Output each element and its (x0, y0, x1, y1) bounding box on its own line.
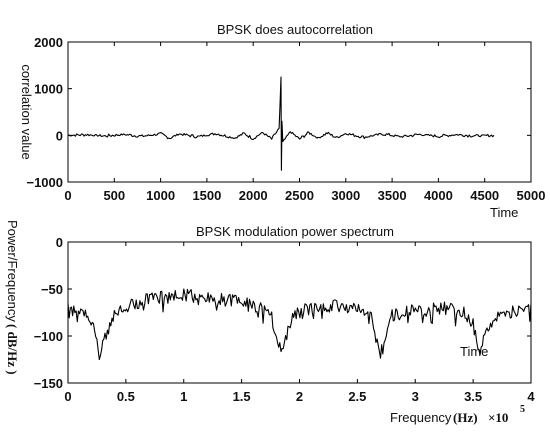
y-axis-label-text: Power/Frequency (5, 220, 20, 322)
plot-frame (67, 241, 532, 384)
x-tick-label: 1500 (192, 188, 221, 203)
y-tick-labels: 0 −50 −100 −150 (34, 235, 531, 391)
y-axis-label: correlation value (19, 64, 34, 159)
x-tick-label: 3 (412, 389, 419, 404)
x-tick-label: 2500 (285, 188, 314, 203)
x-tick-label: 1 (180, 389, 187, 404)
x-tick-label: 2.5 (348, 389, 366, 404)
y-axis-label: Power/Frequency ( dB/Hz ) (5, 220, 20, 375)
x-tick-label: 0 (64, 389, 71, 404)
x-tick-label: 4 (527, 389, 535, 404)
y-tick-labels: 2000 1000 0 −1000 (26, 35, 531, 190)
x-tick-label: 4000 (424, 188, 453, 203)
plot-frame (67, 41, 532, 183)
y-tick-label: 2000 (34, 35, 63, 50)
annotation-label: Time (460, 344, 488, 359)
x-tick-label: 1.5 (233, 389, 251, 404)
chart-title: BPSK modulation power spectrum (196, 224, 394, 239)
autocorrelation-chart: BPSK does autocorrelation 200010000−1000… (19, 22, 545, 220)
y-tick-label: 0 (56, 235, 63, 250)
y-tick-label: 1000 (34, 82, 63, 97)
x-axis-multiplier-exponent: 5 (520, 404, 525, 415)
y-tick-label: −1000 (26, 175, 63, 190)
x-axis-multiplier: ×10 (488, 410, 508, 425)
x-tick-label: 3500 (378, 188, 407, 203)
y-axis-unit: ( dB/Hz ) (5, 324, 20, 375)
y-tick-label: 0 (56, 128, 63, 143)
x-axis-label-text: Frequency (390, 410, 452, 425)
x-tick-label: 1000 (146, 188, 175, 203)
x-tick-labels: 0 0.5 1 1.5 2 2.5 3 3.5 4 (64, 242, 535, 404)
x-tick-label: 500 (103, 188, 125, 203)
y-tick-label: −100 (34, 329, 63, 344)
x-tick-label: 5000 (517, 188, 546, 203)
x-tick-label: 0.5 (117, 389, 135, 404)
x-axis-label: Time (490, 205, 518, 220)
y-tick-label: −150 (34, 376, 63, 391)
x-tick-label: 3.5 (464, 389, 482, 404)
x-tick-label: 3000 (331, 188, 360, 203)
x-axis-unit: (Hz) (453, 410, 478, 425)
x-tick-labels: 0 500 1000 1500 2000 2500 3000 3500 4000 4500 5000 (64, 42, 545, 203)
chart-title: BPSK does autocorrelation (217, 22, 373, 37)
y-tick-label: −50 (41, 282, 63, 297)
x-tick-label: 2000 (239, 188, 268, 203)
x-tick-label: 4500 (470, 188, 499, 203)
series-line (67, 288, 532, 361)
x-tick-label: 0 (64, 188, 71, 203)
x-tick-label: 2 (296, 389, 303, 404)
series-line (67, 76, 495, 171)
power-spectrum-chart: BPSK modulation power spectrum 0 −50 −100 −… (5, 220, 535, 425)
x-axis-label: Frequency (Hz) ×10 5 (390, 404, 525, 425)
